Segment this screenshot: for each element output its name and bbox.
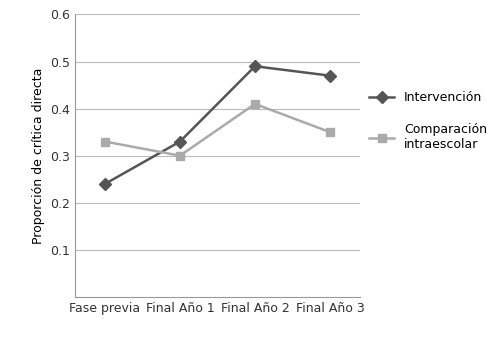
- Intervención: [102, 182, 108, 186]
- Line: Intervención: Intervención: [101, 62, 334, 188]
- Intervención: [252, 64, 258, 68]
- Intervención: [327, 73, 333, 78]
- Comparación
intraescolar: [327, 130, 333, 134]
- Comparación
intraescolar: [102, 139, 108, 144]
- Intervención: [177, 139, 183, 144]
- Y-axis label: Proporción de crítica directa: Proporción de crítica directa: [32, 67, 44, 244]
- Legend: Intervención, Comparación
intraescolar: Intervención, Comparación intraescolar: [369, 91, 487, 151]
- Line: Comparación
intraescolar: Comparación intraescolar: [101, 100, 334, 160]
- Comparación
intraescolar: [252, 102, 258, 106]
- Comparación
intraescolar: [177, 153, 183, 158]
